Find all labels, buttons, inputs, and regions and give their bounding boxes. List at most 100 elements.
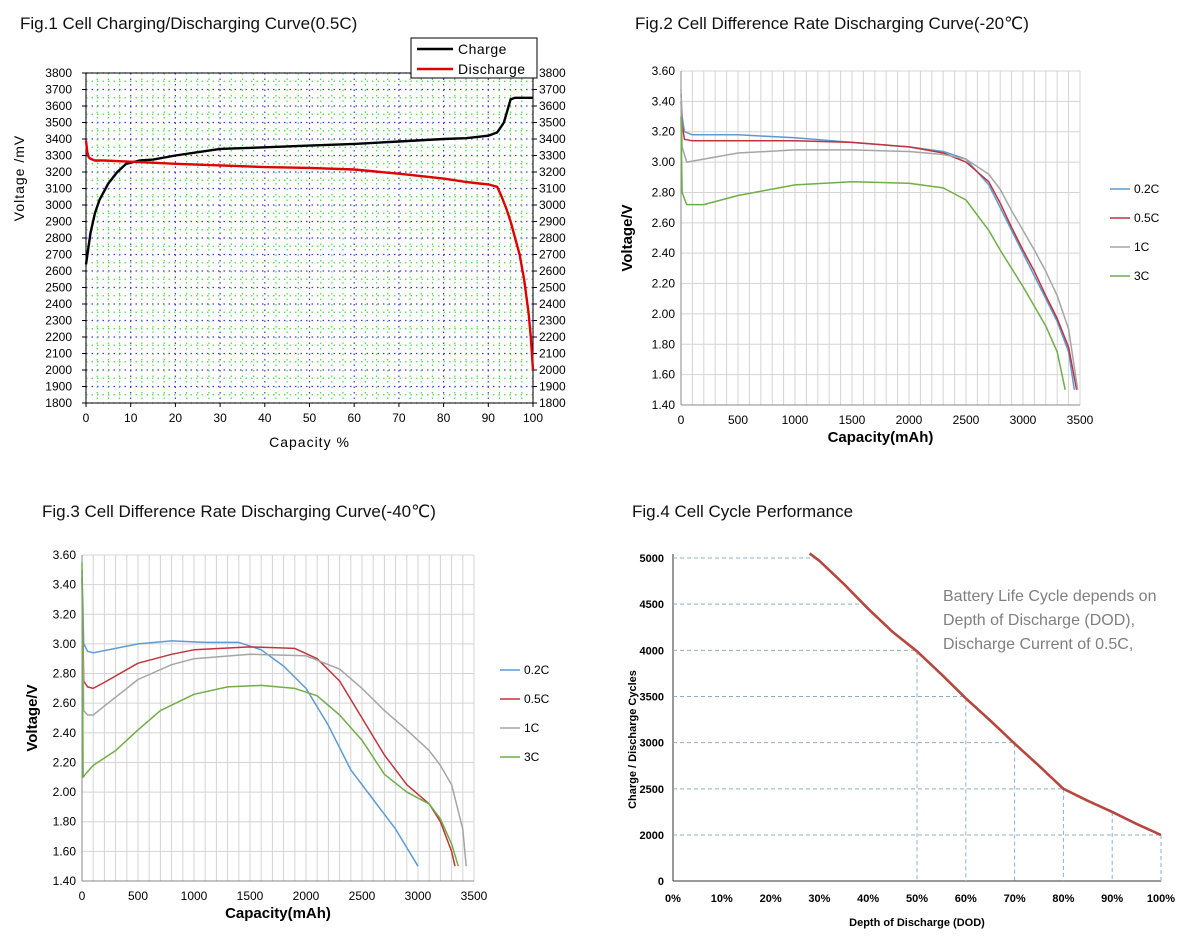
y-tick-label: 3000: [640, 738, 664, 750]
x-tick-label: 100%: [1147, 893, 1175, 905]
y-tick-label: 2.80: [53, 667, 77, 681]
y-axis-label: Charge / Discharge Cycles: [627, 670, 639, 809]
y-tick-label: 3300: [45, 149, 72, 163]
y-tick-label: 3400: [45, 132, 72, 146]
y-tick-label: 4500: [640, 599, 664, 611]
x-tick-label: 10: [124, 411, 138, 425]
x-tick-label: 90%: [1101, 893, 1123, 905]
y-tick-label: 1800: [45, 396, 72, 410]
y-tick-label-right: 2800: [539, 231, 566, 245]
series-line-1c: [81, 577, 467, 867]
x-tick-label: 0%: [665, 893, 681, 905]
y-tick-label-right: 2000: [539, 363, 566, 377]
cycle-life-curve: [808, 552, 1162, 837]
x-tick-label: 50: [303, 411, 317, 425]
y-tick-label: 2100: [45, 347, 72, 361]
y-tick-label: 2.80: [652, 185, 676, 199]
x-tick-label: 40%: [857, 893, 879, 905]
x-tick-label: 500: [128, 889, 148, 903]
legend-label: 0.5C: [524, 692, 550, 706]
y-tick-label: 4000: [640, 645, 664, 657]
annotation-text: Battery Life Cycle depends on: [943, 588, 1156, 605]
y-tick-label: 5000: [640, 553, 664, 565]
x-axis-label: Capacity(mAh): [828, 429, 934, 446]
y-tick-label: 3.60: [652, 64, 676, 78]
y-tick-label-right: 2300: [539, 314, 566, 328]
y-tick-label: 3500: [45, 116, 72, 130]
y-tick-label-right: 3800: [539, 66, 566, 80]
y-tick-label: 2000: [640, 830, 664, 842]
y-tick-label: 3800: [45, 66, 72, 80]
y-tick-label: 3.40: [53, 578, 77, 592]
y-tick-label: 2000: [45, 363, 72, 377]
legend-label: 0.2C: [524, 663, 550, 677]
x-tick-label: 60%: [955, 893, 977, 905]
x-axis-label: Capacity(mAh): [225, 905, 331, 922]
x-tick-label: 10%: [711, 893, 733, 905]
y-tick-label-right: 3200: [539, 165, 566, 179]
x-tick-label: 80: [437, 411, 451, 425]
y-axis-label: Voltage/V: [619, 204, 636, 271]
y-tick-label: 3.00: [652, 155, 676, 169]
y-tick-label-right: 2600: [539, 264, 566, 278]
y-tick-label: 1.40: [652, 398, 676, 412]
y-tick-label: 2.60: [652, 216, 676, 230]
y-tick-label: 1900: [45, 380, 72, 394]
y-tick-label: 3000: [45, 198, 72, 212]
series-line-3c: [81, 562, 460, 867]
legend-label: 0.2C: [1134, 182, 1160, 196]
y-tick-label-right: 3400: [539, 132, 566, 146]
y-tick-label: 3200: [45, 165, 72, 179]
series-line-discharge: [84, 140, 535, 371]
y-tick-label: 2.40: [652, 246, 676, 260]
y-tick-label: 2.00: [53, 785, 77, 799]
legend-label: 3C: [1134, 269, 1150, 283]
x-tick-label: 40: [258, 411, 272, 425]
fig1-title: Fig.1 Cell Charging/Discharging Curve(0.…: [20, 14, 358, 33]
y-tick-label: 0: [658, 876, 664, 888]
x-tick-label: 2500: [953, 413, 980, 427]
x-tick-label: 60: [348, 411, 362, 425]
y-tick-label: 2.40: [53, 726, 77, 740]
x-axis-label: Capacity %: [269, 434, 350, 450]
x-tick-label: 1000: [782, 413, 809, 427]
y-tick-label: 2800: [45, 231, 72, 245]
y-tick-label-right: 2500: [539, 281, 566, 295]
y-tick-label: 2500: [640, 784, 664, 796]
x-tick-label: 2000: [896, 413, 923, 427]
y-axis-label: Voltage /mV: [11, 135, 27, 222]
legend-box: [410, 37, 538, 79]
y-tick-label-right: 3300: [539, 149, 566, 163]
y-tick-label-right: 2700: [539, 248, 566, 262]
y-tick-label: 1.80: [53, 815, 77, 829]
y-tick-label: 3.00: [53, 637, 77, 651]
series-line-05c: [680, 101, 1078, 390]
y-tick-label: 2600: [45, 264, 72, 278]
y-tick-label: 3700: [45, 83, 72, 97]
fig3-title: Fig.3 Cell Difference Rate Discharging C…: [42, 502, 436, 521]
y-tick-label: 1.60: [53, 844, 77, 858]
y-tick-label-right: 3500: [539, 116, 566, 130]
annotation-text: Discharge Current of 0.5C,: [943, 636, 1133, 653]
x-tick-label: 80%: [1052, 893, 1074, 905]
x-axis-label: Depth of Discharge (DOD): [849, 917, 985, 929]
y-tick-label: 2900: [45, 215, 72, 229]
x-tick-label: 0: [79, 889, 86, 903]
legend-label: 0.5C: [1134, 211, 1160, 225]
x-tick-label: 3500: [461, 889, 488, 903]
y-tick-label: 3.20: [652, 125, 676, 139]
x-tick-label: 2000: [293, 889, 320, 903]
y-tick-label-right: 2400: [539, 297, 566, 311]
x-tick-label: 0: [678, 413, 685, 427]
y-tick-label-right: 3700: [539, 83, 566, 97]
x-tick-label: 1500: [237, 889, 264, 903]
y-tick-label-right: 3100: [539, 182, 566, 196]
y-tick-label: 2700: [45, 248, 72, 262]
x-tick-label: 500: [728, 413, 748, 427]
y-tick-label: 2.00: [652, 307, 676, 321]
x-tick-label: 0: [83, 411, 90, 425]
x-tick-label: 2500: [349, 889, 376, 903]
y-tick-label: 3100: [45, 182, 72, 196]
